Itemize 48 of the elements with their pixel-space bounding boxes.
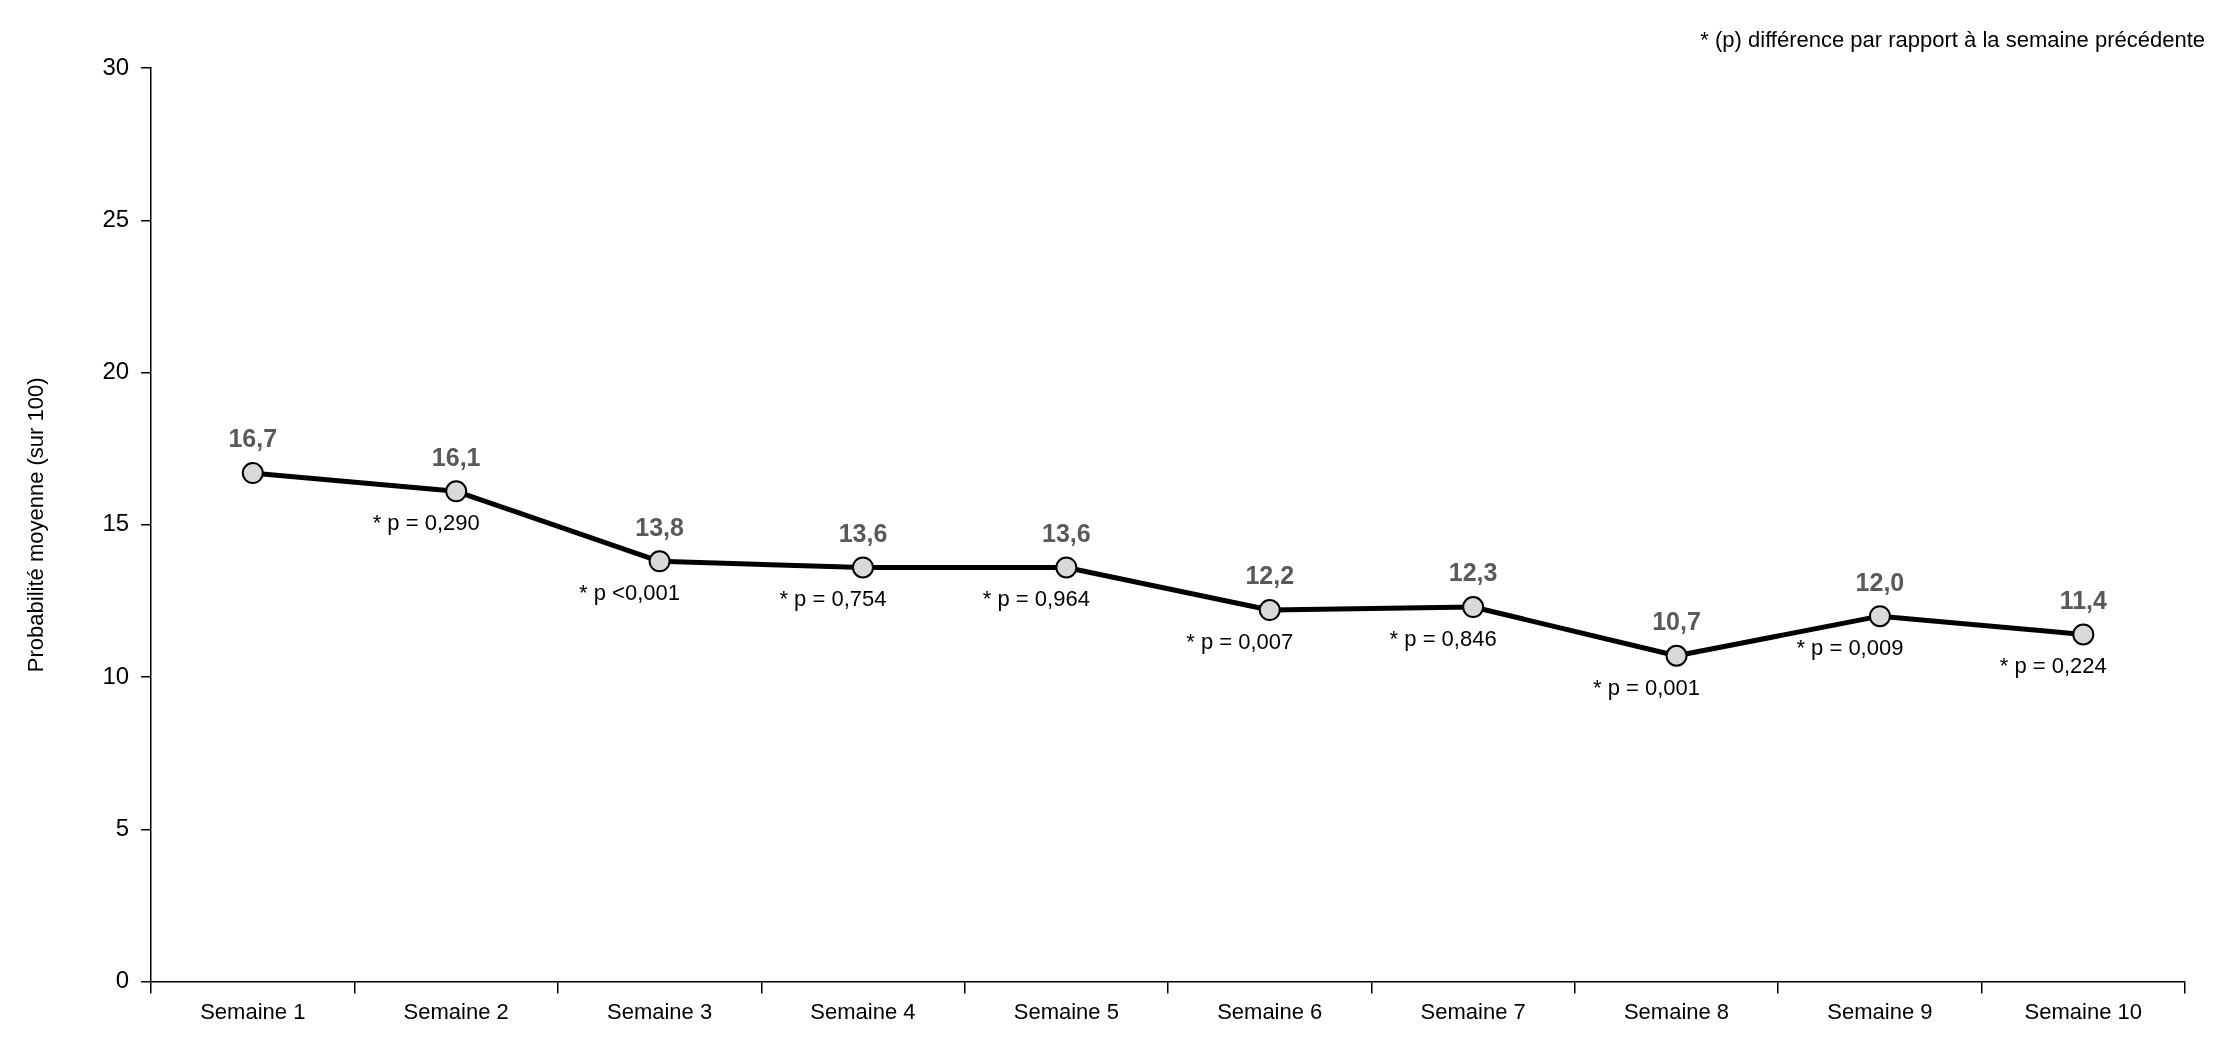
y-tick-label: 15 bbox=[102, 509, 130, 537]
y-tick-label: 10 bbox=[102, 661, 130, 689]
annotation: * p = 0,007 bbox=[1186, 629, 1294, 655]
point bbox=[1665, 644, 1688, 667]
data-label: 10,7 bbox=[1652, 607, 1701, 636]
data-label: 13,6 bbox=[838, 518, 888, 547]
annotation: * p = 0,964 bbox=[982, 586, 1090, 612]
data-label: 13,8 bbox=[635, 512, 684, 541]
data-label: 11,4 bbox=[2059, 585, 2108, 614]
annotation: * p = 0,846 bbox=[1389, 626, 1497, 652]
data-label: 12,2 bbox=[1245, 561, 1295, 590]
data-label: 13,6 bbox=[1042, 518, 1091, 547]
y-tick-label: 30 bbox=[102, 52, 130, 80]
annotation: * p <0,001 bbox=[579, 580, 681, 606]
point bbox=[241, 462, 264, 485]
point bbox=[648, 550, 671, 573]
annotation: * p = 0,001 bbox=[1593, 674, 1701, 700]
x-tick-label: Semaine 9 bbox=[1827, 998, 1933, 1024]
point bbox=[445, 480, 468, 503]
text: * (p) différence par rapport à la semaine précédente bbox=[1700, 27, 2205, 53]
annotation: * p = 0,009 bbox=[1796, 635, 1904, 661]
x-tick-label: Semaine 10 bbox=[2024, 998, 2143, 1024]
x-tick-label: Semaine 8 bbox=[1623, 998, 1730, 1024]
annotation: * p = 0,754 bbox=[779, 586, 887, 612]
point bbox=[2072, 623, 2095, 646]
y-axis-title: Probabilité moyenne (sur 100) bbox=[23, 377, 49, 673]
y-tick-label: 25 bbox=[102, 204, 130, 232]
point bbox=[1462, 596, 1485, 619]
data-label: 16,1 bbox=[431, 442, 481, 471]
x-tick-label: Semaine 5 bbox=[1013, 998, 1119, 1024]
point bbox=[851, 556, 874, 579]
y-tick-label: 20 bbox=[102, 357, 130, 385]
point bbox=[1055, 556, 1078, 579]
x-tick-label: Semaine 3 bbox=[606, 998, 713, 1024]
x-tick-label: Semaine 2 bbox=[403, 998, 509, 1024]
data-label: 12,0 bbox=[1855, 567, 1905, 596]
x-tick-label: Semaine 1 bbox=[200, 998, 306, 1024]
y-tick-label: 0 bbox=[115, 966, 130, 994]
x-tick-label: Semaine 6 bbox=[1217, 998, 1323, 1024]
annotation: * p = 0,290 bbox=[372, 510, 480, 536]
data-label: 16,7 bbox=[228, 424, 278, 453]
x-tick-label: Semaine 4 bbox=[810, 998, 916, 1024]
point bbox=[1258, 599, 1281, 622]
data-label: 12,3 bbox=[1448, 558, 1498, 587]
x-tick-label: Semaine 7 bbox=[1420, 998, 1526, 1024]
y-tick-label: 5 bbox=[115, 813, 130, 841]
point bbox=[1868, 605, 1891, 628]
annotation: * p = 0,224 bbox=[1999, 653, 2107, 679]
